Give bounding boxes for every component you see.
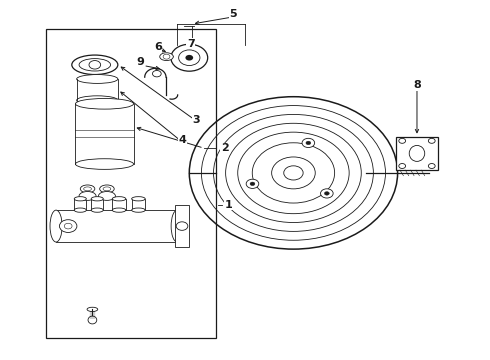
Ellipse shape	[50, 210, 62, 242]
Circle shape	[302, 138, 315, 148]
Circle shape	[246, 179, 259, 188]
Circle shape	[250, 182, 255, 186]
Circle shape	[171, 44, 208, 71]
Bar	[112, 199, 126, 210]
Ellipse shape	[112, 197, 126, 201]
Circle shape	[320, 189, 333, 198]
Ellipse shape	[74, 208, 86, 212]
Ellipse shape	[76, 75, 118, 84]
Bar	[132, 199, 145, 210]
Bar	[47, 30, 216, 338]
Ellipse shape	[75, 159, 134, 169]
Circle shape	[59, 220, 77, 233]
Ellipse shape	[80, 185, 95, 193]
Circle shape	[306, 141, 311, 145]
Ellipse shape	[98, 192, 116, 201]
Circle shape	[185, 55, 193, 60]
Bar	[74, 199, 86, 210]
Text: 4: 4	[178, 135, 186, 145]
Ellipse shape	[76, 96, 118, 105]
Text: 2: 2	[221, 143, 228, 153]
Ellipse shape	[74, 197, 86, 201]
Ellipse shape	[87, 307, 98, 311]
Text: 3: 3	[193, 115, 200, 125]
Bar	[396, 136, 438, 170]
Text: 9: 9	[136, 57, 144, 67]
Circle shape	[324, 192, 329, 195]
Text: 5: 5	[229, 9, 237, 19]
Bar	[91, 199, 103, 210]
Text: 7: 7	[187, 39, 195, 49]
Ellipse shape	[112, 208, 126, 212]
Ellipse shape	[160, 53, 173, 60]
Text: 6: 6	[154, 42, 162, 52]
Ellipse shape	[99, 185, 114, 193]
Bar	[175, 205, 189, 247]
Ellipse shape	[91, 197, 103, 201]
Text: 1: 1	[224, 200, 232, 210]
Ellipse shape	[171, 210, 183, 242]
Ellipse shape	[132, 208, 145, 212]
Ellipse shape	[75, 99, 134, 109]
Ellipse shape	[79, 192, 96, 201]
Text: 8: 8	[413, 80, 421, 90]
Ellipse shape	[72, 55, 118, 75]
Ellipse shape	[91, 208, 103, 212]
Ellipse shape	[132, 197, 145, 201]
Ellipse shape	[88, 316, 97, 324]
